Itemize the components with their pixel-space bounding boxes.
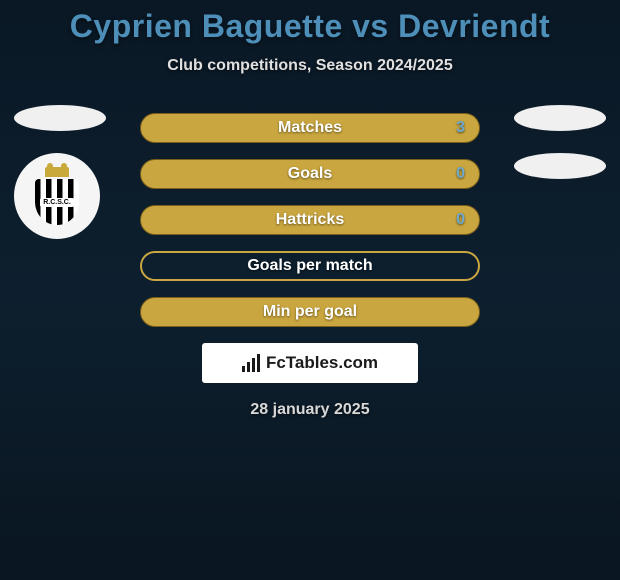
stat-rows: Matches 3 Goals 0 Hattricks 0 Goals per … [140, 113, 480, 327]
infographic-container: Cyprien Baguette vs Devriendt Club compe… [0, 0, 620, 419]
stats-area: R.C.S.C. Matches 3 Goals 0 Hattricks 0 [0, 113, 620, 419]
stat-row-min-per-goal: Min per goal [140, 297, 480, 327]
shield-icon: R.C.S.C. [35, 179, 79, 225]
right-badge-column [514, 105, 606, 201]
stat-label: Goals per match [247, 257, 372, 275]
season-subtitle: Club competitions, Season 2024/2025 [0, 57, 620, 75]
date-label: 28 january 2025 [0, 401, 620, 419]
stat-row-matches: Matches 3 [140, 113, 480, 143]
stat-label: Matches [278, 119, 342, 137]
branding-box: FcTables.com [202, 343, 418, 383]
stat-value: 0 [456, 165, 465, 183]
branding-text: FcTables.com [266, 353, 378, 373]
club-placeholder-right [514, 153, 606, 179]
stat-label: Min per goal [263, 303, 357, 321]
stat-value: 3 [456, 119, 465, 137]
chart-bars-icon [242, 354, 260, 372]
stat-label: Hattricks [276, 211, 344, 229]
stat-row-goals-per-match: Goals per match [140, 251, 480, 281]
club-badge-left: R.C.S.C. [14, 153, 100, 239]
stat-row-hattricks: Hattricks 0 [140, 205, 480, 235]
club-abbrev: R.C.S.C. [40, 198, 74, 207]
stat-value: 0 [456, 211, 465, 229]
club-badge-inner: R.C.S.C. [32, 167, 82, 225]
player-placeholder-left [14, 105, 106, 131]
crown-icon [45, 167, 69, 177]
stat-label: Goals [288, 165, 332, 183]
left-badge-column: R.C.S.C. [14, 105, 106, 239]
player-placeholder-right [514, 105, 606, 131]
comparison-title: Cyprien Baguette vs Devriendt [0, 8, 620, 45]
stat-row-goals: Goals 0 [140, 159, 480, 189]
